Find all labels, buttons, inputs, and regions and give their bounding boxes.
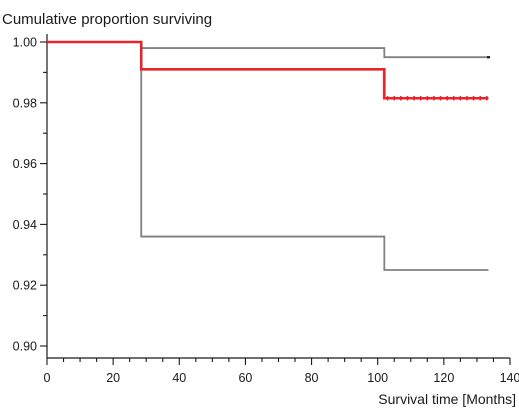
chart-title: Cumulative proportion surviving	[2, 11, 212, 28]
x-tick-label: 20	[106, 371, 120, 385]
y-tick-label: 1.00	[13, 36, 37, 50]
x-tick-label: 40	[172, 371, 186, 385]
x-tick-label: 80	[305, 371, 319, 385]
y-tick-label: 0.94	[13, 218, 37, 232]
tick-labels: 0 20 40 60 80 100 120 140 0.90 0.92 0.94 0.96 0.98 1.…	[13, 36, 519, 386]
y-tick-label: 0.98	[13, 96, 37, 110]
series-line-upper-confidence-bound	[47, 41, 489, 59]
x-tick-label: 140	[500, 371, 519, 385]
x-tick-label: 60	[238, 371, 252, 385]
series-group	[47, 40, 491, 271]
series-line-survival-estimate	[47, 40, 489, 100]
x-tick-label: 0	[44, 371, 51, 385]
series-line-lower-confidence-bound	[47, 41, 489, 271]
y-tick-label: 0.92	[13, 279, 37, 293]
y-tick-label: 0.90	[13, 340, 37, 354]
y-tick-label: 0.96	[13, 157, 37, 171]
x-tick-label: 120	[433, 371, 454, 385]
x-tick-label: 100	[367, 371, 388, 385]
x-axis-label: Survival time [Months]	[378, 391, 516, 407]
axis-ticks	[40, 41, 511, 365]
